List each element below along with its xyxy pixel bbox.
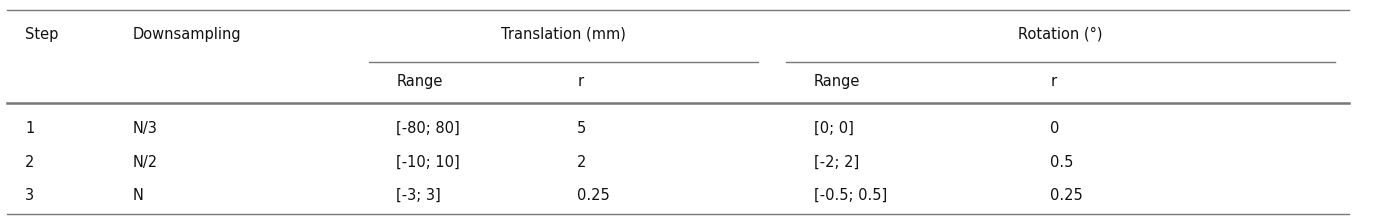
Text: [-3; 3]: [-3; 3] [396, 188, 441, 203]
Text: 3: 3 [25, 188, 35, 203]
Text: Range: Range [814, 74, 860, 89]
Text: Downsampling: Downsampling [132, 27, 241, 42]
Text: Translation (mm): Translation (mm) [501, 27, 626, 42]
Text: 2: 2 [577, 155, 587, 170]
Text: Step: Step [25, 27, 58, 42]
Text: 5: 5 [577, 121, 587, 136]
Text: 0.25: 0.25 [1050, 188, 1084, 203]
Text: r: r [1050, 74, 1056, 89]
Text: N/3: N/3 [132, 121, 157, 136]
Text: Rotation (°): Rotation (°) [1018, 27, 1102, 42]
Text: [-80; 80]: [-80; 80] [396, 121, 460, 136]
Text: Range: Range [396, 74, 442, 89]
Text: 0.5: 0.5 [1050, 155, 1074, 170]
Text: N/2: N/2 [132, 155, 157, 170]
Text: 1: 1 [25, 121, 35, 136]
Text: [-10; 10]: [-10; 10] [396, 155, 460, 170]
Text: 0.25: 0.25 [577, 188, 611, 203]
Text: [0; 0]: [0; 0] [814, 121, 854, 136]
Text: [-0.5; 0.5]: [-0.5; 0.5] [814, 188, 887, 203]
Text: N: N [132, 188, 143, 203]
Text: 0: 0 [1050, 121, 1060, 136]
Text: [-2; 2]: [-2; 2] [814, 155, 860, 170]
Text: r: r [577, 74, 583, 89]
Text: 2: 2 [25, 155, 35, 170]
